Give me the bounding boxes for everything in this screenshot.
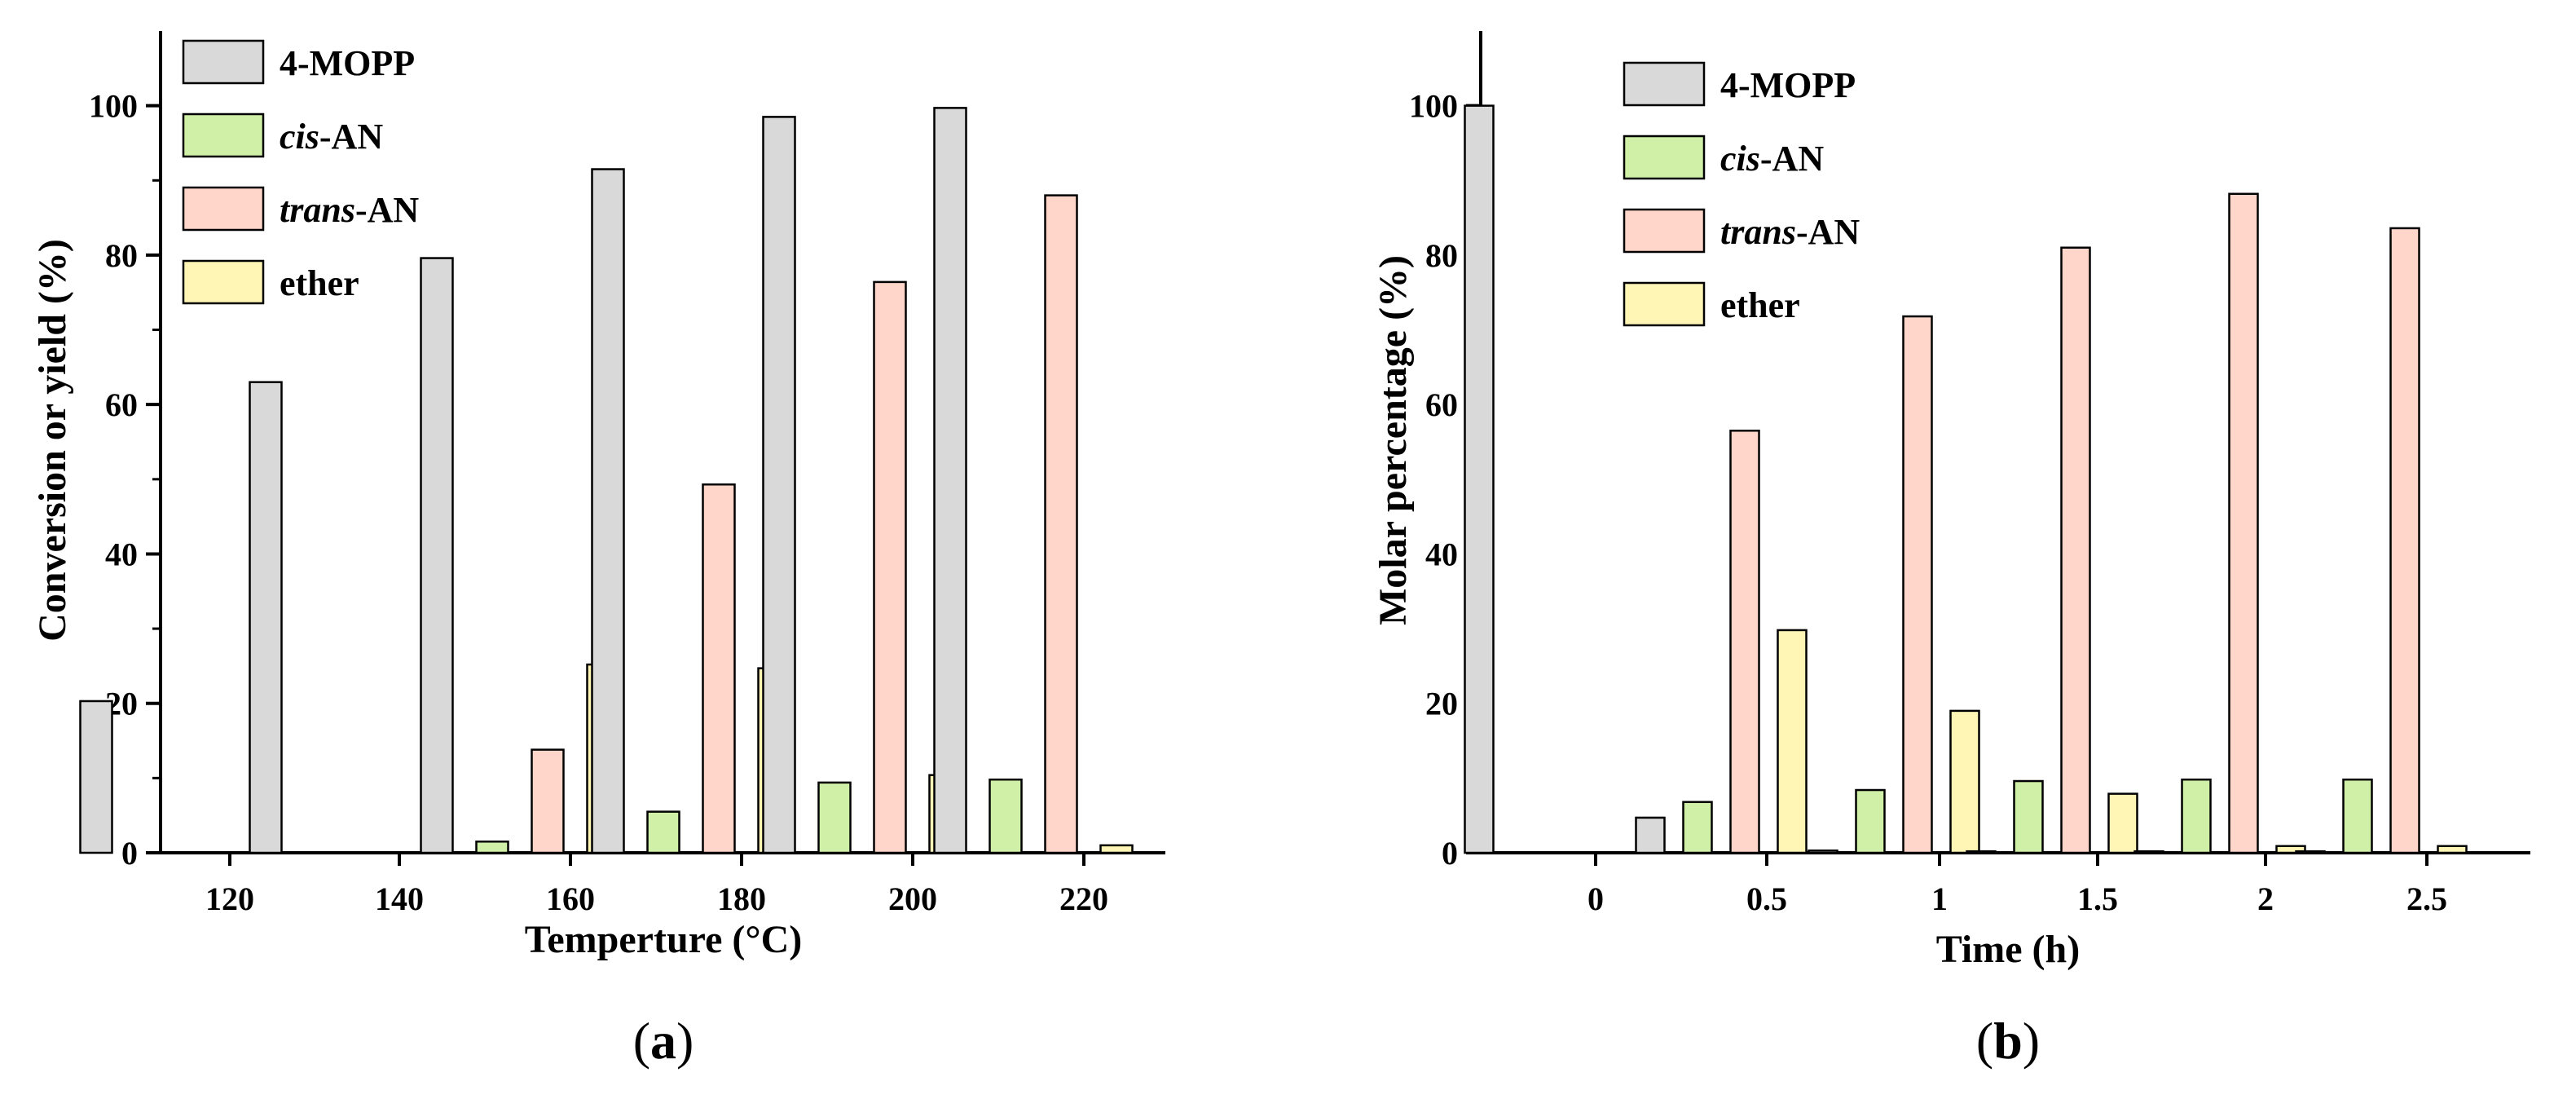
bar-4-MOPP-2 [2133, 850, 2164, 854]
x-tick-label: 0 [1587, 881, 1604, 917]
bar-cis-AN-200 [817, 781, 852, 854]
x-tick-label: 160 [546, 881, 595, 917]
legend-swatch-trans-AN [182, 186, 265, 232]
y-tick-label: 60 [105, 386, 138, 423]
bar-4-MOPP-220 [933, 107, 967, 854]
bar-trans-AN-1 [1902, 315, 1933, 854]
y-tick-label: 40 [1425, 536, 1458, 572]
legend-label-4-MOPP: 4-MOPP [280, 43, 415, 83]
chart-panel-b: 0 20 40 60 80 100 0 0.5 1 1.5 2 2.5 Time (h) Molar pe… [1372, 31, 2530, 1070]
bar-trans-AN-0.5 [1729, 430, 1760, 854]
x-axis-title: Time (h) [1936, 928, 2080, 971]
bar-trans-AN-1.5 [2060, 246, 2091, 854]
bar-cis-AN-1.5 [2013, 779, 2044, 854]
bar-trans-AN-160 [531, 748, 565, 854]
bar-ether-0.5 [1777, 629, 1808, 854]
x-tick-label: 220 [1059, 881, 1108, 917]
bar-trans-AN-2.5 [2389, 227, 2420, 854]
bar-4-MOPP-200 [762, 116, 796, 854]
y-tick-label: 20 [1425, 686, 1458, 722]
legend-label-ether: ether [1720, 285, 1800, 325]
x-tick-label: 0.5 [1746, 881, 1787, 917]
x-tick-label: 120 [205, 881, 254, 917]
legend-swatch-4-MOPP [1623, 61, 1706, 107]
x-tick-label: 180 [717, 881, 766, 917]
bar-4-MOPP-1 [1808, 850, 1838, 854]
y-axis-title: Conversion or yield (%) [31, 239, 74, 642]
y-tick-label: 0 [121, 835, 138, 872]
bar-4-MOPP-180 [591, 168, 625, 854]
x-tick-label: 200 [888, 881, 937, 917]
legend-label-cis-AN: cis-AN [280, 117, 383, 157]
x-tick-label: 1.5 [2077, 881, 2118, 917]
y-axis-title: Molar percentage (%) [1372, 255, 1415, 625]
legend: 4-MOPP cis-AN trans-AN ether [182, 39, 419, 305]
bar-4-MOPP-120 [79, 700, 113, 854]
x-axis-title: Temperture (°C) [525, 918, 802, 961]
bar-ether-1.5 [2107, 792, 2138, 854]
y-tick-label: 80 [105, 237, 138, 274]
legend-label-cis-AN: cis-AN [1720, 139, 1824, 179]
bar-trans-AN-180 [702, 483, 736, 854]
bar-ether-2 [2275, 845, 2306, 854]
legend-swatch-ether [182, 259, 265, 305]
bar-cis-AN-180 [646, 810, 680, 854]
bar-trans-AN-220 [1044, 194, 1078, 854]
bar-trans-AN-2 [2228, 192, 2259, 854]
bar-cis-AN-1 [1855, 788, 1886, 854]
legend-label-ether: ether [280, 263, 359, 303]
bar-ether-2.5 [2437, 845, 2468, 854]
bar-4-MOPP-0 [1464, 104, 1495, 854]
legend-swatch-cis-AN [1623, 135, 1706, 180]
bar-4-MOPP-1.5 [1966, 850, 1997, 854]
legend-swatch-ether [1623, 281, 1706, 327]
legend-swatch-trans-AN [1623, 208, 1706, 254]
y-tick-label: 60 [1425, 386, 1458, 423]
bar-cis-AN-220 [989, 778, 1023, 854]
y-tick-label: 40 [105, 536, 138, 572]
bar-4-MOPP-160 [420, 257, 454, 854]
y-tick-label: 0 [1442, 835, 1458, 872]
panel-caption: (b) [1976, 1012, 2040, 1070]
y-tick-label: 80 [1425, 237, 1458, 274]
legend-label-4-MOPP: 4-MOPP [1720, 65, 1856, 105]
bar-4-MOPP-2.5 [2295, 850, 2326, 854]
y-tick-label: 100 [1409, 88, 1458, 125]
bar-ether-220 [1099, 844, 1134, 854]
bar-cis-AN-0.5 [1682, 801, 1713, 854]
y-tick-label: 100 [89, 88, 138, 125]
bar-trans-AN-200 [873, 280, 907, 854]
bar-cis-AN-2 [2181, 778, 2212, 854]
legend-label-trans-AN: trans-AN [280, 190, 419, 230]
x-tick-label: 1 [1931, 881, 1948, 917]
bar-ether-1 [1949, 709, 1980, 854]
bar-cis-AN-160 [475, 841, 509, 854]
legend-label-trans-AN: trans-AN [1720, 212, 1860, 252]
x-tick-label: 140 [375, 881, 424, 917]
bar-4-MOPP-140 [249, 381, 283, 854]
panel-caption: (a) [633, 1012, 694, 1070]
legend-swatch-4-MOPP [182, 39, 265, 85]
bar-4-MOPP-0.5 [1635, 816, 1666, 854]
legend: 4-MOPP cis-AN trans-AN ether [1623, 61, 1860, 327]
x-tick-label: 2 [2257, 881, 2274, 917]
x-tick-label: 2.5 [2406, 881, 2447, 917]
legend-swatch-cis-AN [182, 113, 265, 158]
bar-cis-AN-2.5 [2342, 778, 2373, 854]
